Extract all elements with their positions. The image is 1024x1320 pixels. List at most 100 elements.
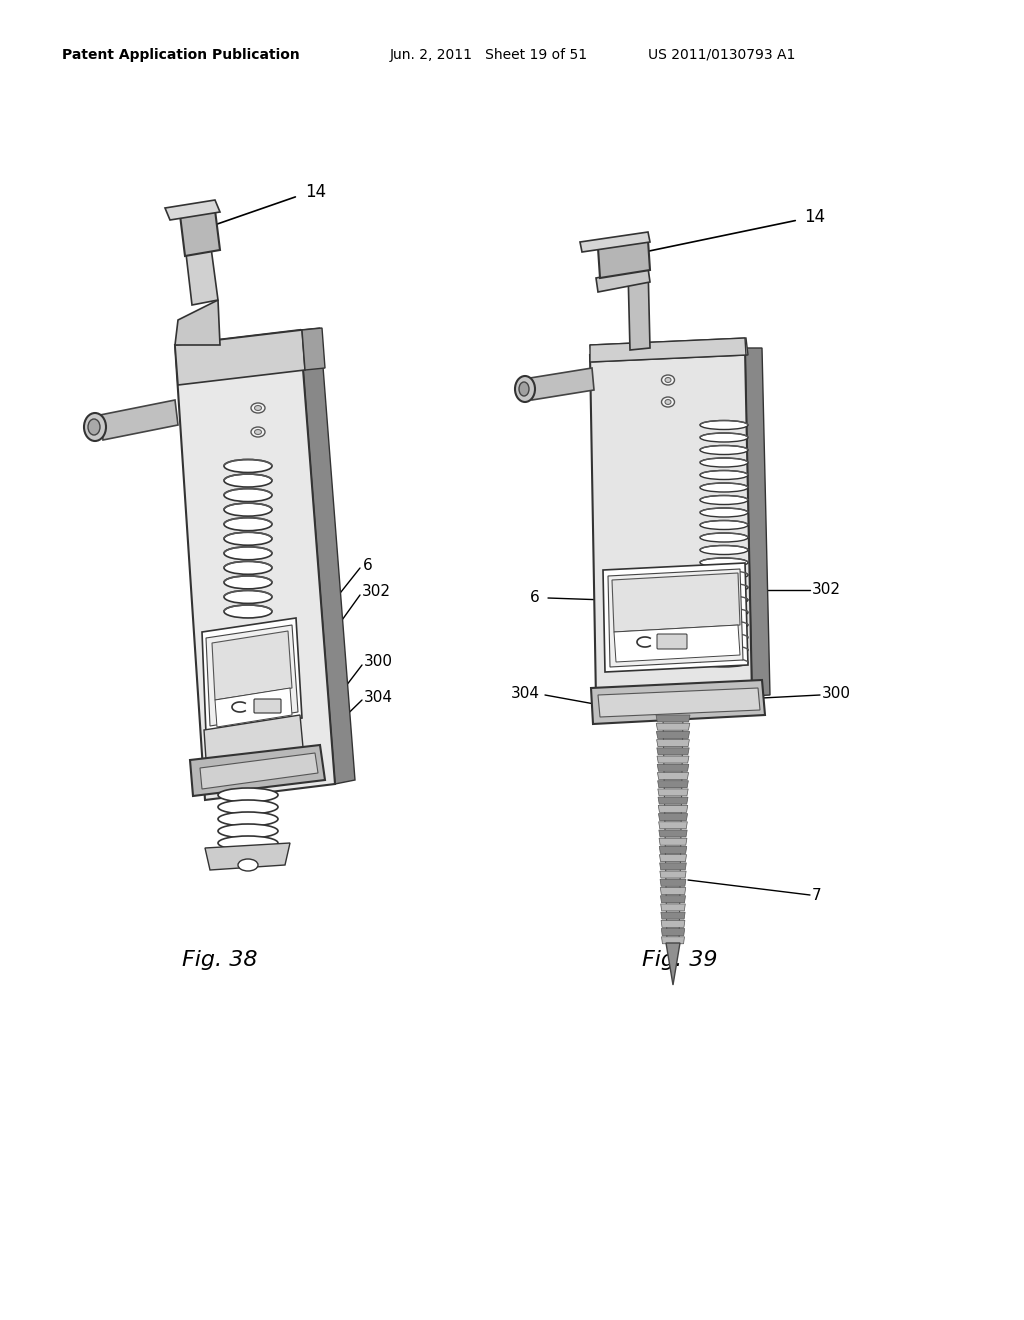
Polygon shape	[663, 715, 683, 945]
Ellipse shape	[700, 558, 748, 568]
Polygon shape	[660, 879, 686, 886]
Ellipse shape	[700, 545, 748, 554]
Ellipse shape	[224, 503, 272, 516]
Text: 300: 300	[822, 686, 851, 701]
Polygon shape	[204, 715, 304, 774]
Polygon shape	[662, 920, 685, 928]
Polygon shape	[590, 338, 746, 362]
Text: 14: 14	[305, 183, 326, 201]
Polygon shape	[614, 624, 740, 663]
FancyBboxPatch shape	[657, 634, 687, 649]
Polygon shape	[662, 928, 685, 936]
Text: 6: 6	[530, 590, 540, 605]
Polygon shape	[656, 739, 689, 747]
Polygon shape	[612, 573, 740, 632]
Ellipse shape	[700, 433, 748, 442]
Text: 6: 6	[362, 557, 373, 573]
Polygon shape	[659, 838, 687, 845]
Ellipse shape	[218, 800, 278, 814]
Polygon shape	[656, 723, 690, 730]
Polygon shape	[165, 201, 220, 220]
Polygon shape	[302, 327, 325, 370]
Ellipse shape	[224, 576, 272, 589]
Polygon shape	[745, 348, 770, 696]
Polygon shape	[100, 400, 178, 440]
Polygon shape	[598, 240, 650, 279]
Ellipse shape	[251, 403, 265, 413]
Polygon shape	[202, 618, 302, 734]
Text: 304: 304	[364, 689, 393, 705]
Polygon shape	[660, 896, 685, 903]
Polygon shape	[657, 764, 689, 771]
Polygon shape	[608, 569, 743, 667]
Polygon shape	[175, 330, 305, 385]
Ellipse shape	[700, 470, 748, 479]
FancyBboxPatch shape	[254, 700, 281, 713]
Polygon shape	[656, 748, 689, 755]
Polygon shape	[591, 680, 765, 723]
Ellipse shape	[700, 508, 748, 517]
Ellipse shape	[519, 381, 529, 396]
Polygon shape	[185, 240, 218, 305]
Ellipse shape	[700, 520, 748, 529]
Ellipse shape	[662, 375, 675, 385]
Ellipse shape	[665, 400, 671, 404]
Polygon shape	[659, 854, 686, 862]
Polygon shape	[659, 871, 686, 878]
Ellipse shape	[700, 533, 748, 543]
Polygon shape	[206, 624, 298, 726]
Polygon shape	[530, 368, 594, 400]
Polygon shape	[659, 863, 686, 870]
Ellipse shape	[700, 645, 748, 655]
Ellipse shape	[88, 418, 100, 436]
Polygon shape	[628, 265, 650, 350]
Polygon shape	[180, 210, 220, 256]
Polygon shape	[300, 327, 355, 784]
Polygon shape	[590, 348, 752, 700]
Ellipse shape	[662, 397, 675, 407]
Polygon shape	[660, 912, 685, 919]
Ellipse shape	[255, 405, 261, 411]
Ellipse shape	[700, 634, 748, 642]
Ellipse shape	[218, 824, 278, 838]
Polygon shape	[205, 843, 290, 870]
Polygon shape	[657, 756, 689, 763]
Ellipse shape	[224, 488, 272, 502]
Ellipse shape	[238, 859, 258, 871]
Text: Patent Application Publication: Patent Application Publication	[62, 48, 300, 62]
Ellipse shape	[665, 378, 671, 383]
Ellipse shape	[700, 583, 748, 591]
Text: Jun. 2, 2011   Sheet 19 of 51: Jun. 2, 2011 Sheet 19 of 51	[390, 48, 588, 62]
Ellipse shape	[700, 609, 748, 616]
Polygon shape	[666, 942, 680, 985]
Ellipse shape	[255, 429, 261, 434]
Text: Fig. 38: Fig. 38	[182, 950, 258, 970]
Ellipse shape	[700, 595, 748, 605]
Text: 7: 7	[812, 887, 821, 903]
Ellipse shape	[224, 459, 272, 473]
Ellipse shape	[700, 458, 748, 467]
Polygon shape	[658, 805, 688, 812]
Polygon shape	[659, 846, 687, 854]
Ellipse shape	[224, 590, 272, 603]
Polygon shape	[658, 822, 687, 829]
Text: 300: 300	[364, 655, 393, 669]
Text: 14: 14	[804, 209, 825, 226]
Ellipse shape	[700, 657, 748, 667]
Polygon shape	[603, 564, 748, 672]
Polygon shape	[175, 330, 335, 800]
Polygon shape	[596, 268, 650, 292]
Polygon shape	[662, 937, 684, 944]
Ellipse shape	[515, 376, 535, 403]
Ellipse shape	[224, 546, 272, 560]
Ellipse shape	[700, 495, 748, 504]
Polygon shape	[580, 232, 650, 252]
Ellipse shape	[224, 474, 272, 487]
Polygon shape	[658, 797, 688, 804]
Ellipse shape	[224, 605, 272, 618]
Polygon shape	[212, 631, 292, 700]
Ellipse shape	[251, 426, 265, 437]
Polygon shape	[660, 904, 685, 911]
Text: 302: 302	[362, 585, 391, 599]
Ellipse shape	[224, 517, 272, 531]
